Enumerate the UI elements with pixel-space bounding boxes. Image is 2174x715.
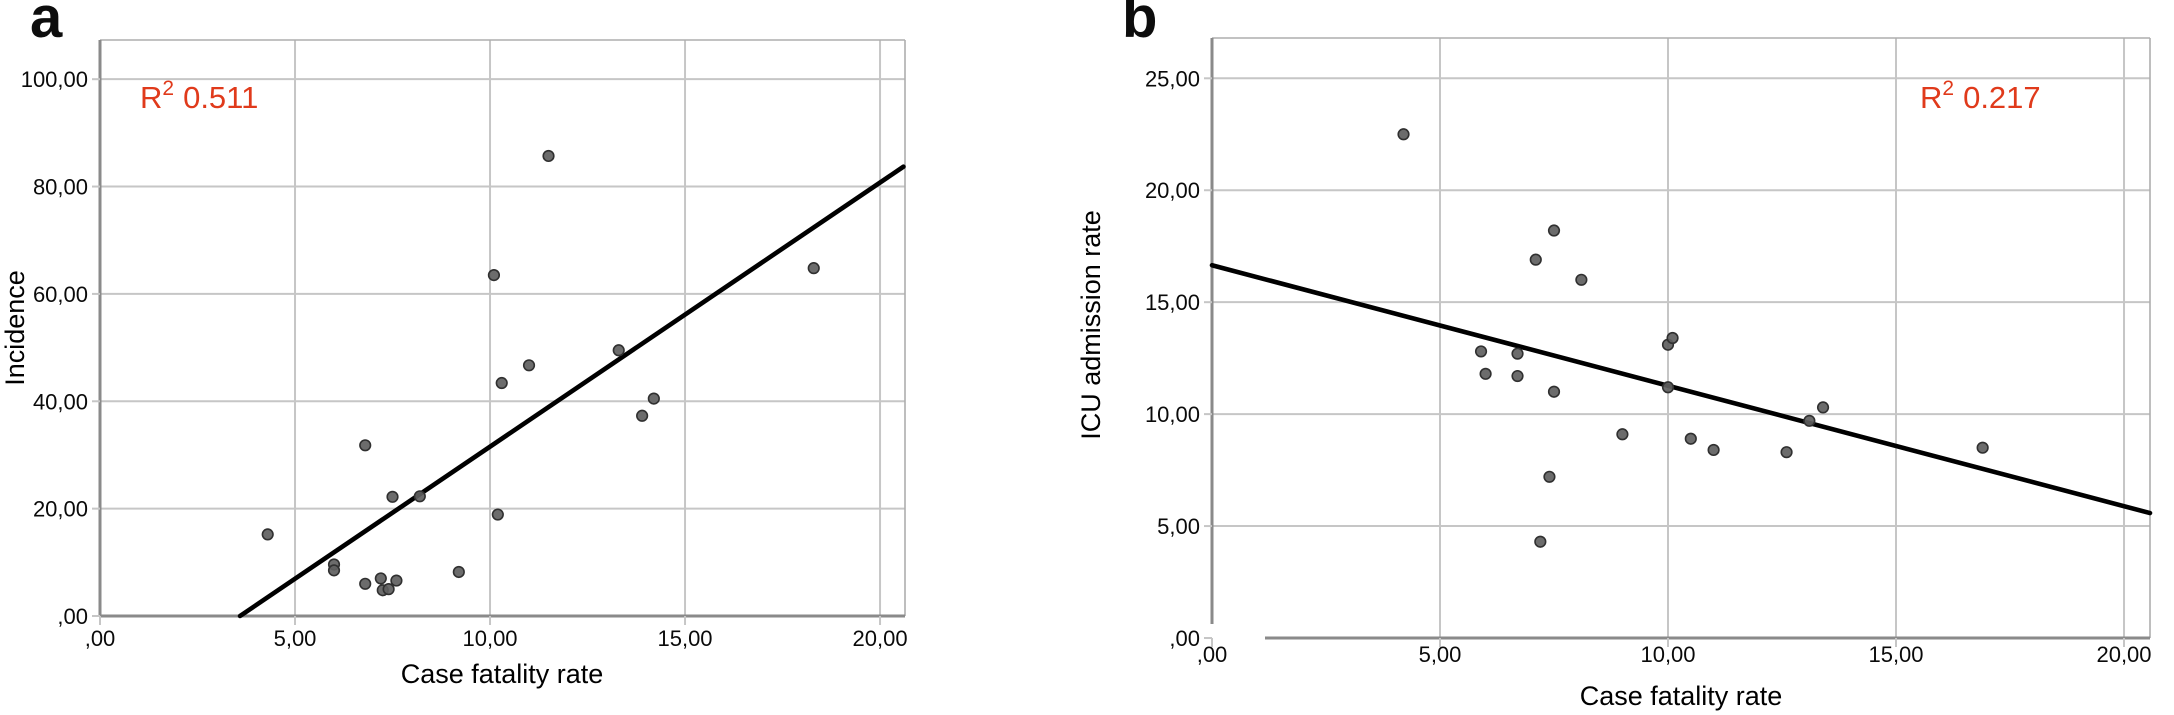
data-point (413, 490, 426, 503)
data-point (390, 574, 403, 587)
y-tick-label: 100,00 (21, 67, 88, 92)
data-point (1575, 273, 1588, 286)
y-tick-label: 15,00 (1145, 290, 1200, 315)
r-squared-sup-b: 2 (1942, 77, 1955, 100)
y-axis-title-incidence: Incidence (0, 270, 31, 386)
panel-letter-b: b (1122, 0, 1158, 50)
data-point (1547, 224, 1561, 237)
data-point (1543, 470, 1556, 483)
data-point (1547, 385, 1561, 398)
y-tick-label: 60,00 (33, 282, 88, 307)
x-tick-label: 15,00 (1868, 642, 1923, 667)
x-tick-label: ,00 (85, 626, 116, 651)
data-point (374, 572, 387, 585)
data-point (327, 564, 341, 577)
r-squared-label-b: R2 0.217 (1920, 78, 2041, 115)
data-point (1511, 369, 1524, 383)
regression-line (237, 164, 906, 619)
r-squared-label-a: R2 0.511 (140, 78, 259, 115)
y-tick-label: 5,00 (1157, 514, 1200, 539)
x-axis-title-case-fatality-rate-b: Case fatality rate (1579, 681, 1783, 711)
data-point (807, 262, 820, 275)
y-tick-label: 20,00 (1145, 178, 1200, 203)
y-tick-label: 40,00 (33, 389, 88, 414)
data-point (382, 583, 395, 596)
data-point (1397, 128, 1410, 141)
data-point (1976, 441, 1989, 454)
x-tick-label: 10,00 (1640, 642, 1695, 667)
x-axis-title-case-fatality-rate-a: Case fatality rate (400, 659, 604, 689)
panel-letter-a: a (30, 0, 63, 50)
data-point (636, 409, 649, 422)
y-axis-title-icu-admission-rate: ICU admission rate (1076, 210, 1107, 440)
data-point (1661, 381, 1675, 394)
r-squared-base-b: R (1920, 80, 1943, 115)
y-tick-label: 20,00 (33, 497, 88, 522)
x-tick-label: 20,00 (2096, 642, 2151, 667)
y-tick-label: 10,00 (1145, 402, 1200, 427)
y-tick-label: ,00 (1169, 626, 1200, 651)
data-point (1511, 347, 1524, 360)
data-point (386, 490, 399, 503)
r-squared-sup-a: 2 (162, 77, 175, 100)
data-point (542, 149, 555, 163)
y-tick-label: 25,00 (1145, 66, 1200, 91)
y-tick-label: ,00 (57, 604, 88, 629)
data-point (647, 392, 660, 405)
x-tick-label: 5,00 (1419, 642, 1462, 667)
x-tick-label: 5,00 (274, 626, 317, 651)
data-point (487, 269, 501, 282)
data-point (1474, 345, 1488, 358)
data-point (1816, 401, 1830, 414)
data-point (491, 508, 504, 521)
data-point (1780, 446, 1793, 459)
data-point (1666, 331, 1679, 345)
r-squared-value-a: 0.511 (183, 80, 259, 115)
data-point (1534, 535, 1547, 548)
data-point (1479, 367, 1492, 380)
data-point (1684, 432, 1697, 445)
data-point (1803, 414, 1816, 427)
data-point (1616, 428, 1629, 441)
data-point (1707, 443, 1720, 457)
data-point (495, 376, 508, 390)
data-point (261, 528, 274, 541)
data-point (1529, 253, 1542, 266)
r-squared-value-b: 0.217 (1963, 80, 2041, 115)
regression-line (1209, 262, 2153, 516)
r-squared-base-a: R (140, 80, 163, 115)
x-tick-label: 20,00 (853, 626, 908, 651)
data-point (359, 577, 372, 590)
data-point (452, 565, 465, 579)
x-tick-label: 15,00 (657, 626, 712, 651)
data-point (612, 344, 625, 357)
x-tick-label: 10,00 (462, 626, 517, 651)
y-tick-label: 80,00 (33, 175, 88, 200)
x-tick-label: ,00 (1197, 642, 1228, 667)
data-point (359, 439, 372, 452)
data-point (522, 359, 536, 372)
